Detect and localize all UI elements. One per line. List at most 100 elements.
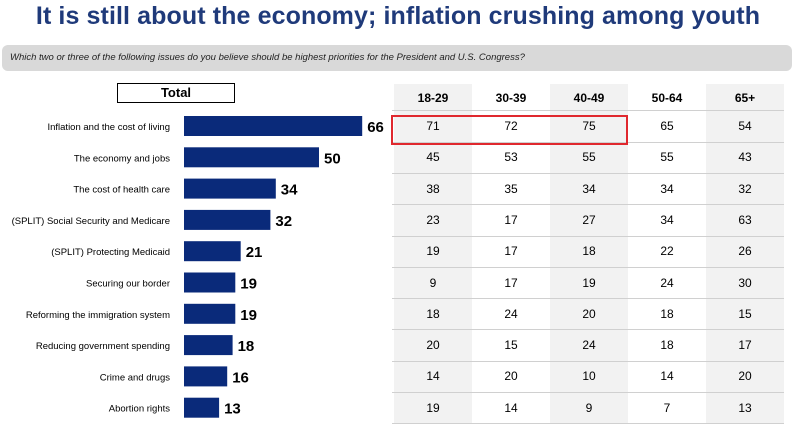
column-shade [550,84,628,424]
table-cell: 24 [504,307,518,321]
table-cell: 20 [738,369,752,383]
table-cell: 53 [504,150,518,164]
data-label: 18 [238,338,255,355]
table-cell: 26 [738,244,752,258]
column-shade [394,84,472,424]
table-cell: 71 [426,119,440,133]
table-cell: 18 [660,307,674,321]
data-label: 13 [224,401,241,418]
table-cell: 22 [660,244,674,258]
bar [184,147,319,168]
bar [184,303,236,324]
bar [184,116,363,136]
table-cell: 35 [504,182,518,196]
category-label: The cost of health care [73,185,170,196]
category-label: Reducing government spending [36,341,170,352]
table-cell: 63 [738,213,752,227]
table-cell: 18 [426,307,440,321]
data-label: 16 [232,369,249,386]
row-divider [392,110,784,111]
table-cell: 34 [660,182,674,196]
category-label: Abortion rights [109,404,171,415]
category-label: Crime and drugs [100,372,170,383]
table-cell: 34 [660,213,674,227]
table-cell: 15 [738,307,752,321]
table-cell: 17 [504,244,518,258]
table-cell: 15 [504,338,518,352]
category-label: Securing our border [86,279,170,290]
row-divider [392,267,784,268]
table-cell: 14 [426,369,440,383]
table-cell: 20 [504,369,518,383]
column-header: 50-64 [651,91,683,105]
table-cell: 45 [426,150,440,164]
table-cell: 32 [738,182,752,196]
table-cell: 14 [504,401,518,415]
total-label: Total [117,83,235,103]
row-divider [392,142,784,143]
row-divider [392,298,784,299]
column-header: 18-29 [417,91,449,105]
table-cell: 30 [738,276,752,290]
bar-chart: Inflation and the cost of living 66 The ec… [12,116,384,418]
table-cell: 23 [426,213,440,227]
table-cell: 43 [738,150,752,164]
table-cell: 75 [582,119,596,133]
column-header: 65+ [734,91,756,105]
row-divider [392,204,784,205]
table-cell: 14 [660,369,674,383]
table-cell: 7 [663,401,671,415]
table-cell: 17 [738,338,752,352]
row-divider [392,329,784,330]
table-cell: 9 [585,401,593,415]
data-label: 32 [275,213,292,230]
data-label: 34 [281,182,298,199]
table-cell: 38 [426,182,440,196]
table-cell: 9 [429,276,437,290]
table-cell: 19 [426,401,440,415]
bar [184,335,233,356]
bar [184,366,228,387]
data-label: 21 [246,244,263,261]
bar [184,209,271,230]
table-cell: 34 [582,182,596,196]
category-label: (SPLIT) Social Security and Medicare [12,216,170,227]
table-cell: 55 [660,150,674,164]
bar [184,178,276,199]
table-cell: 55 [582,150,596,164]
table-cell: 18 [582,244,596,258]
category-label: Reforming the immigration system [26,310,170,321]
table-cell: 20 [426,338,440,352]
category-label: The economy and jobs [74,153,170,164]
slide-title: It is still about the economy; inflation… [35,2,761,30]
row-divider [392,361,784,362]
table-cell: 20 [582,307,596,321]
bar [184,241,241,262]
data-label: 50 [324,150,341,167]
row-divider [392,423,784,424]
table-cell: 17 [504,276,518,290]
category-label: (SPLIT) Protecting Medicaid [51,247,170,258]
table-cell: 10 [582,369,596,383]
table-cell: 54 [738,119,752,133]
row-divider [392,236,784,237]
highlight-box [391,115,628,145]
table-cell: 72 [504,119,518,133]
table-cell: 17 [504,213,518,227]
table-cell: 24 [660,276,674,290]
data-label: 19 [240,307,257,324]
category-label: Inflation and the cost of living [47,122,170,133]
table-cell: 19 [426,244,440,258]
table-cell: 24 [582,338,596,352]
data-label: 66 [367,119,384,136]
bar [184,272,236,293]
bar [184,397,220,418]
column-shade [706,84,784,424]
data-label: 19 [240,276,257,293]
column-header: 40-49 [573,91,605,105]
row-divider [392,173,784,174]
table-cell: 65 [660,119,674,133]
table-cell: 13 [738,401,752,415]
table-cell: 27 [582,213,596,227]
table-cell: 18 [660,338,674,352]
